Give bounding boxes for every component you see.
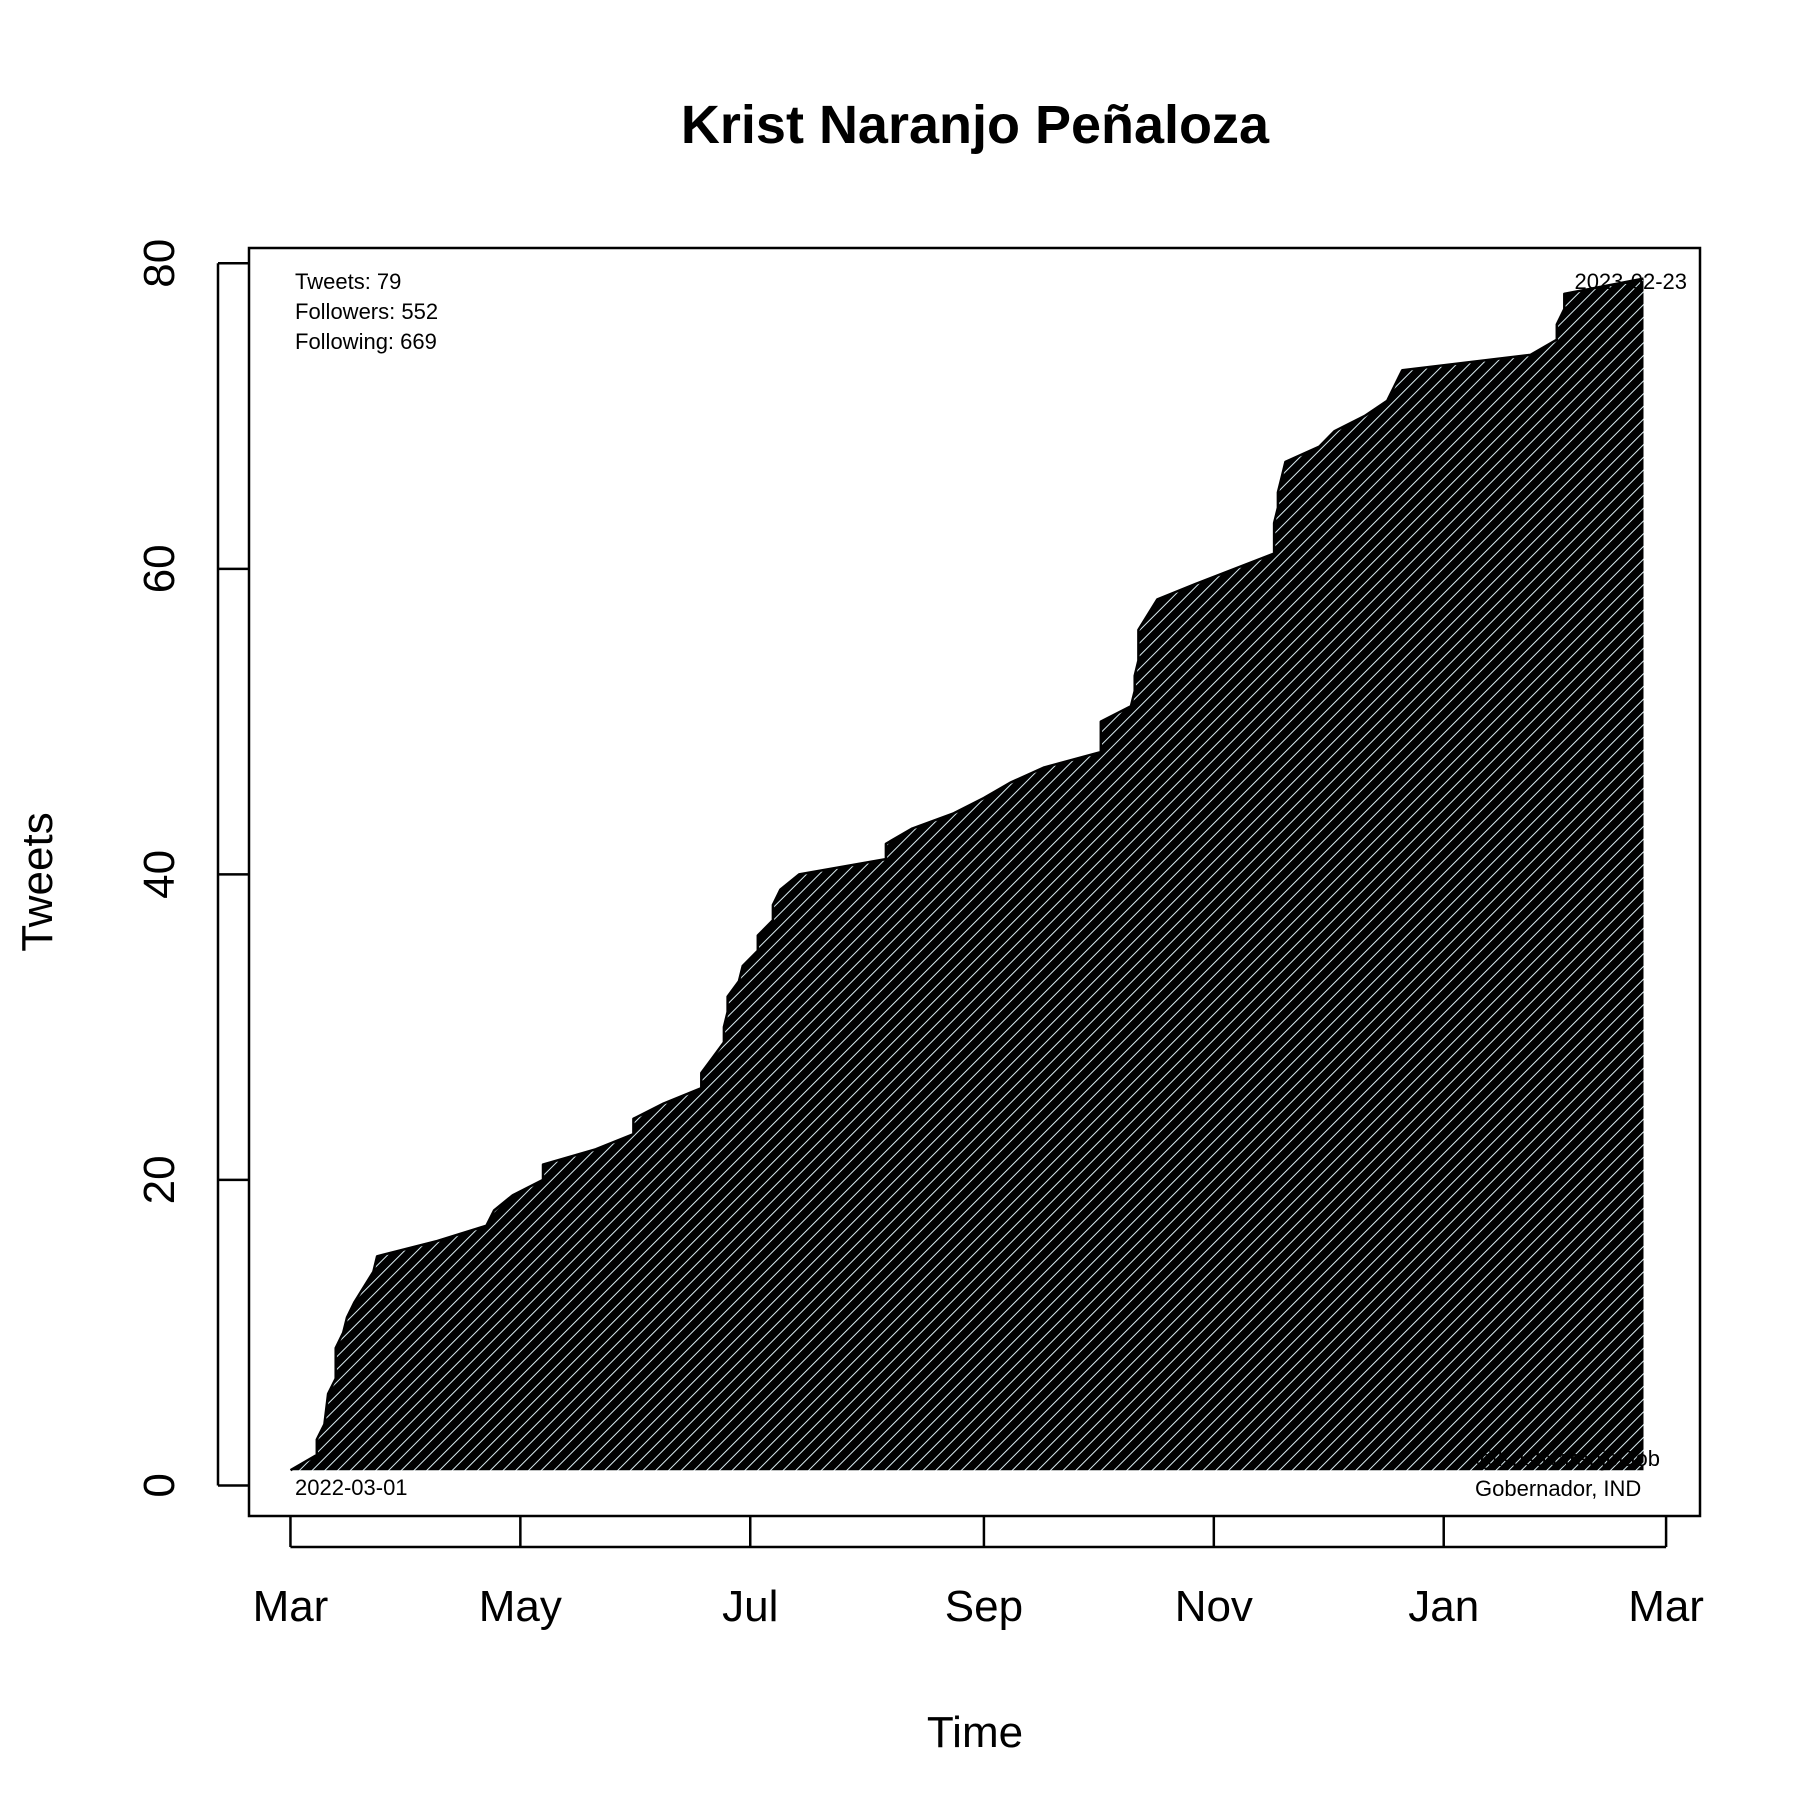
line-layer <box>289 277 1644 1472</box>
area-hatch <box>290 278 1644 1471</box>
y-axis-title: Tweets <box>13 812 62 951</box>
x-axis: Mar May Jul Sep Nov Jan Mar <box>253 1516 1704 1631</box>
x-tick-label: Sep <box>945 1582 1023 1631</box>
y-tick-label: 60 <box>135 544 184 593</box>
x-tick-label: Mar <box>253 1582 329 1631</box>
chart-title: Krist Naranjo Peñaloza <box>681 95 1270 155</box>
x-tick-label: May <box>479 1582 562 1631</box>
x-tick-label: Mar <box>1628 1582 1704 1631</box>
y-tick-label: 80 <box>135 239 184 288</box>
x-tick-label: Nov <box>1175 1582 1253 1631</box>
x-tick-label: Jan <box>1408 1582 1479 1631</box>
y-axis: 0 20 40 60 80 <box>135 239 249 1498</box>
area-layer <box>290 278 1644 1471</box>
account-role: Gobernador, IND <box>1475 1476 1641 1501</box>
stat-followers: Followers: 552 <box>295 299 438 324</box>
start-date-label: 2022-03-01 <box>295 1475 408 1500</box>
y-tick-label: 40 <box>135 850 184 899</box>
series-line <box>289 277 1644 1472</box>
end-date-label: 2023-02-23 <box>1574 269 1687 294</box>
account-handle: @KristNaranjoGob <box>1475 1446 1660 1471</box>
x-tick-label: Jul <box>722 1582 778 1631</box>
plot-frame <box>247 246 1702 1518</box>
x-axis-title: Time <box>927 1708 1023 1757</box>
y-tick-label: 20 <box>135 1155 184 1204</box>
y-tick-label: 0 <box>135 1473 184 1497</box>
stat-following: Following: 669 <box>295 329 437 354</box>
stat-tweets: Tweets: 79 <box>295 269 401 294</box>
